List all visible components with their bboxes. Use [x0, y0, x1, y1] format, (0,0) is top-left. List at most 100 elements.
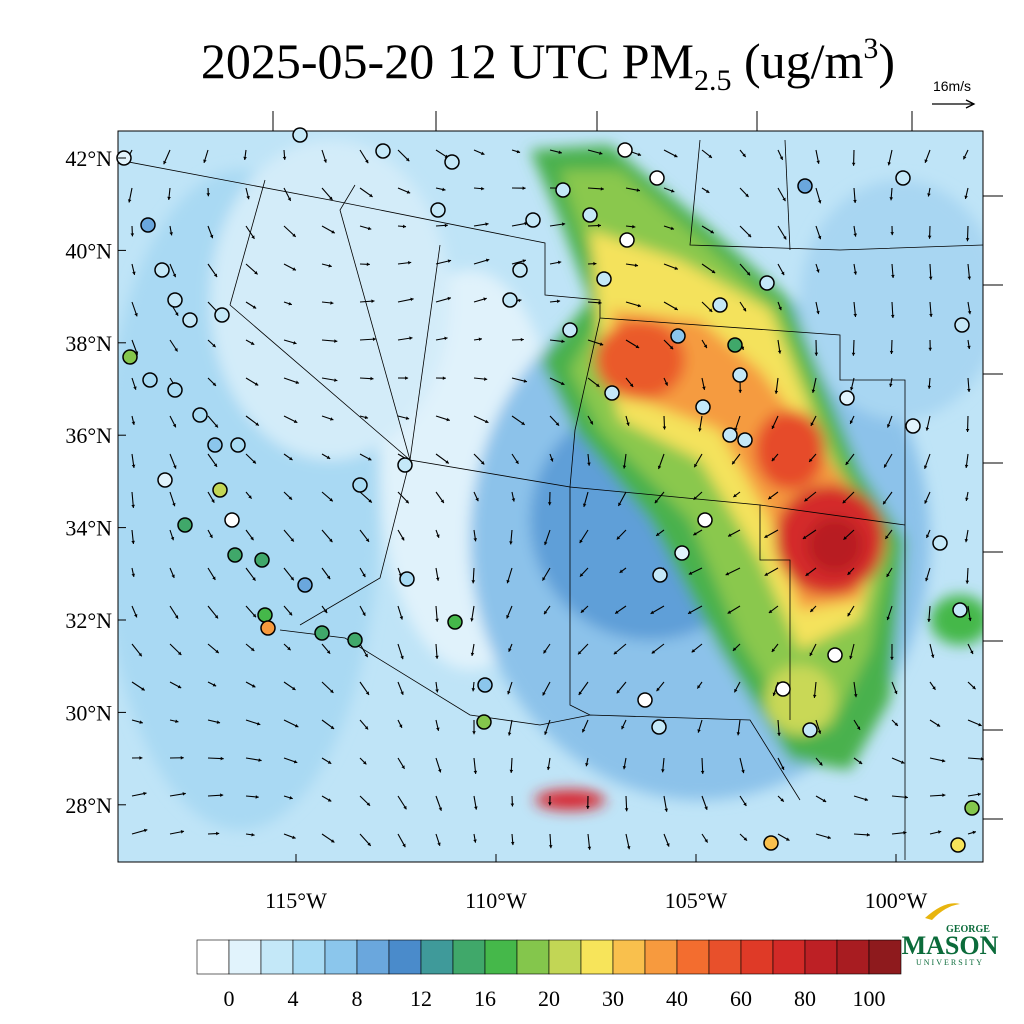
wind-arrow-head [980, 757, 984, 761]
station [254, 552, 270, 568]
wind-arrow-head [626, 422, 630, 426]
wind-arrow-head [180, 756, 184, 760]
wind-arrow-head [212, 343, 216, 348]
wind-arrow-head [139, 720, 143, 724]
wind-arrow-head [330, 689, 334, 693]
wind-arrow-head [904, 795, 908, 800]
wind-arrow-head [289, 456, 293, 461]
colorbar-label: 20 [538, 986, 560, 1011]
wind-arrow-head [252, 613, 257, 618]
station [476, 714, 492, 730]
wind-arrow-head [542, 577, 546, 581]
station [352, 477, 368, 493]
wind-arrow-head [903, 830, 907, 835]
wind-arrow-head [331, 230, 335, 234]
boundaries [118, 139, 983, 860]
wind-arrow-head [616, 536, 621, 540]
wind-arrow-head [768, 609, 773, 613]
wind-arrow-head [777, 350, 782, 354]
lon-label: 100°W [865, 888, 928, 913]
lat-label: 32°N [65, 608, 112, 633]
wind-arrow-head [779, 156, 783, 160]
wind-arrow-head [143, 828, 148, 833]
wind-arrow-head [558, 150, 562, 154]
wind-arrow-head [927, 193, 931, 197]
lat-label: 36°N [65, 423, 112, 448]
wind-arrow-head [329, 538, 333, 543]
wind-arrow-head [182, 792, 186, 796]
wind-arrow-head [330, 417, 334, 421]
wind-arrow-head [326, 575, 331, 580]
wind-arrow-head [624, 808, 629, 812]
title-sup: 3 [863, 32, 878, 65]
wind-arrow-head [853, 694, 858, 698]
wind-arrow-head [977, 792, 981, 797]
wind-arrow-head [127, 199, 132, 203]
wind-arrow-head [932, 686, 936, 690]
lat-label: 42°N [65, 146, 112, 171]
wind-arrow-head [172, 273, 177, 278]
wind-arrow-head [398, 724, 403, 728]
station [763, 835, 779, 851]
station [224, 512, 240, 528]
wind-arrow-head [582, 503, 587, 507]
station [260, 620, 276, 636]
wind-arrow-head [246, 195, 250, 200]
station [964, 800, 980, 816]
wind-arrow-head [621, 725, 625, 730]
wind-arrow-head [327, 760, 332, 764]
wind-arrow-head [478, 337, 482, 342]
wind-arrow-head [579, 573, 584, 577]
wind-arrow-head [330, 839, 335, 843]
wind-arrow-head [401, 765, 405, 769]
wind-arrow-head [777, 732, 781, 736]
wind-arrow-head [964, 195, 968, 199]
wind-arrow-head [372, 337, 376, 341]
wind-arrow-head [925, 577, 929, 582]
wind-arrow-head [704, 806, 708, 810]
wind-arrow-head [211, 499, 215, 503]
wind-arrow-head [254, 271, 258, 275]
wind-arrow-head [742, 307, 747, 312]
station [157, 472, 173, 488]
station [596, 271, 612, 287]
wind-arrow-head [134, 613, 138, 618]
wind-arrow-head [890, 314, 895, 318]
wind-arrow-head [556, 299, 561, 304]
wind-arrow-head [727, 610, 732, 614]
wind-arrow-head [809, 458, 813, 462]
colorbar-box [452, 939, 486, 975]
wind-arrow-head [819, 762, 823, 766]
station [397, 457, 413, 473]
wind-arrow-head [292, 835, 296, 839]
wind-arrow-head [771, 425, 775, 429]
wind-arrow-head [216, 720, 221, 724]
wind-arrow-head [369, 193, 373, 197]
wind-arrow-head [472, 731, 476, 735]
wind-arrow-head [288, 611, 293, 616]
station [732, 367, 748, 383]
wind-arrow-head [523, 379, 528, 383]
wind-arrow-head [725, 572, 730, 576]
wind-arrow-head [851, 352, 856, 356]
wind-arrow-head [664, 382, 668, 386]
wind-arrow-head [651, 650, 656, 654]
wind-arrow-head [400, 655, 404, 660]
station [182, 312, 198, 328]
wind-arrow-head [688, 571, 693, 575]
wind-arrow-head [937, 830, 942, 834]
station [619, 232, 635, 248]
wind-arrow-head [403, 805, 407, 810]
wind-arrow-head [506, 615, 510, 619]
wind-arrow-head [294, 724, 299, 728]
lat-label: 40°N [65, 238, 112, 263]
station [122, 349, 138, 365]
wind-arrow-head [600, 187, 604, 191]
wind-arrow-head [327, 798, 332, 802]
lat-label: 34°N [65, 516, 112, 541]
wind-arrow-head [866, 833, 870, 837]
wind-arrow-head [886, 573, 890, 577]
colorbar-box [676, 939, 710, 975]
station [895, 170, 911, 186]
wind-arrow-head [965, 428, 970, 432]
